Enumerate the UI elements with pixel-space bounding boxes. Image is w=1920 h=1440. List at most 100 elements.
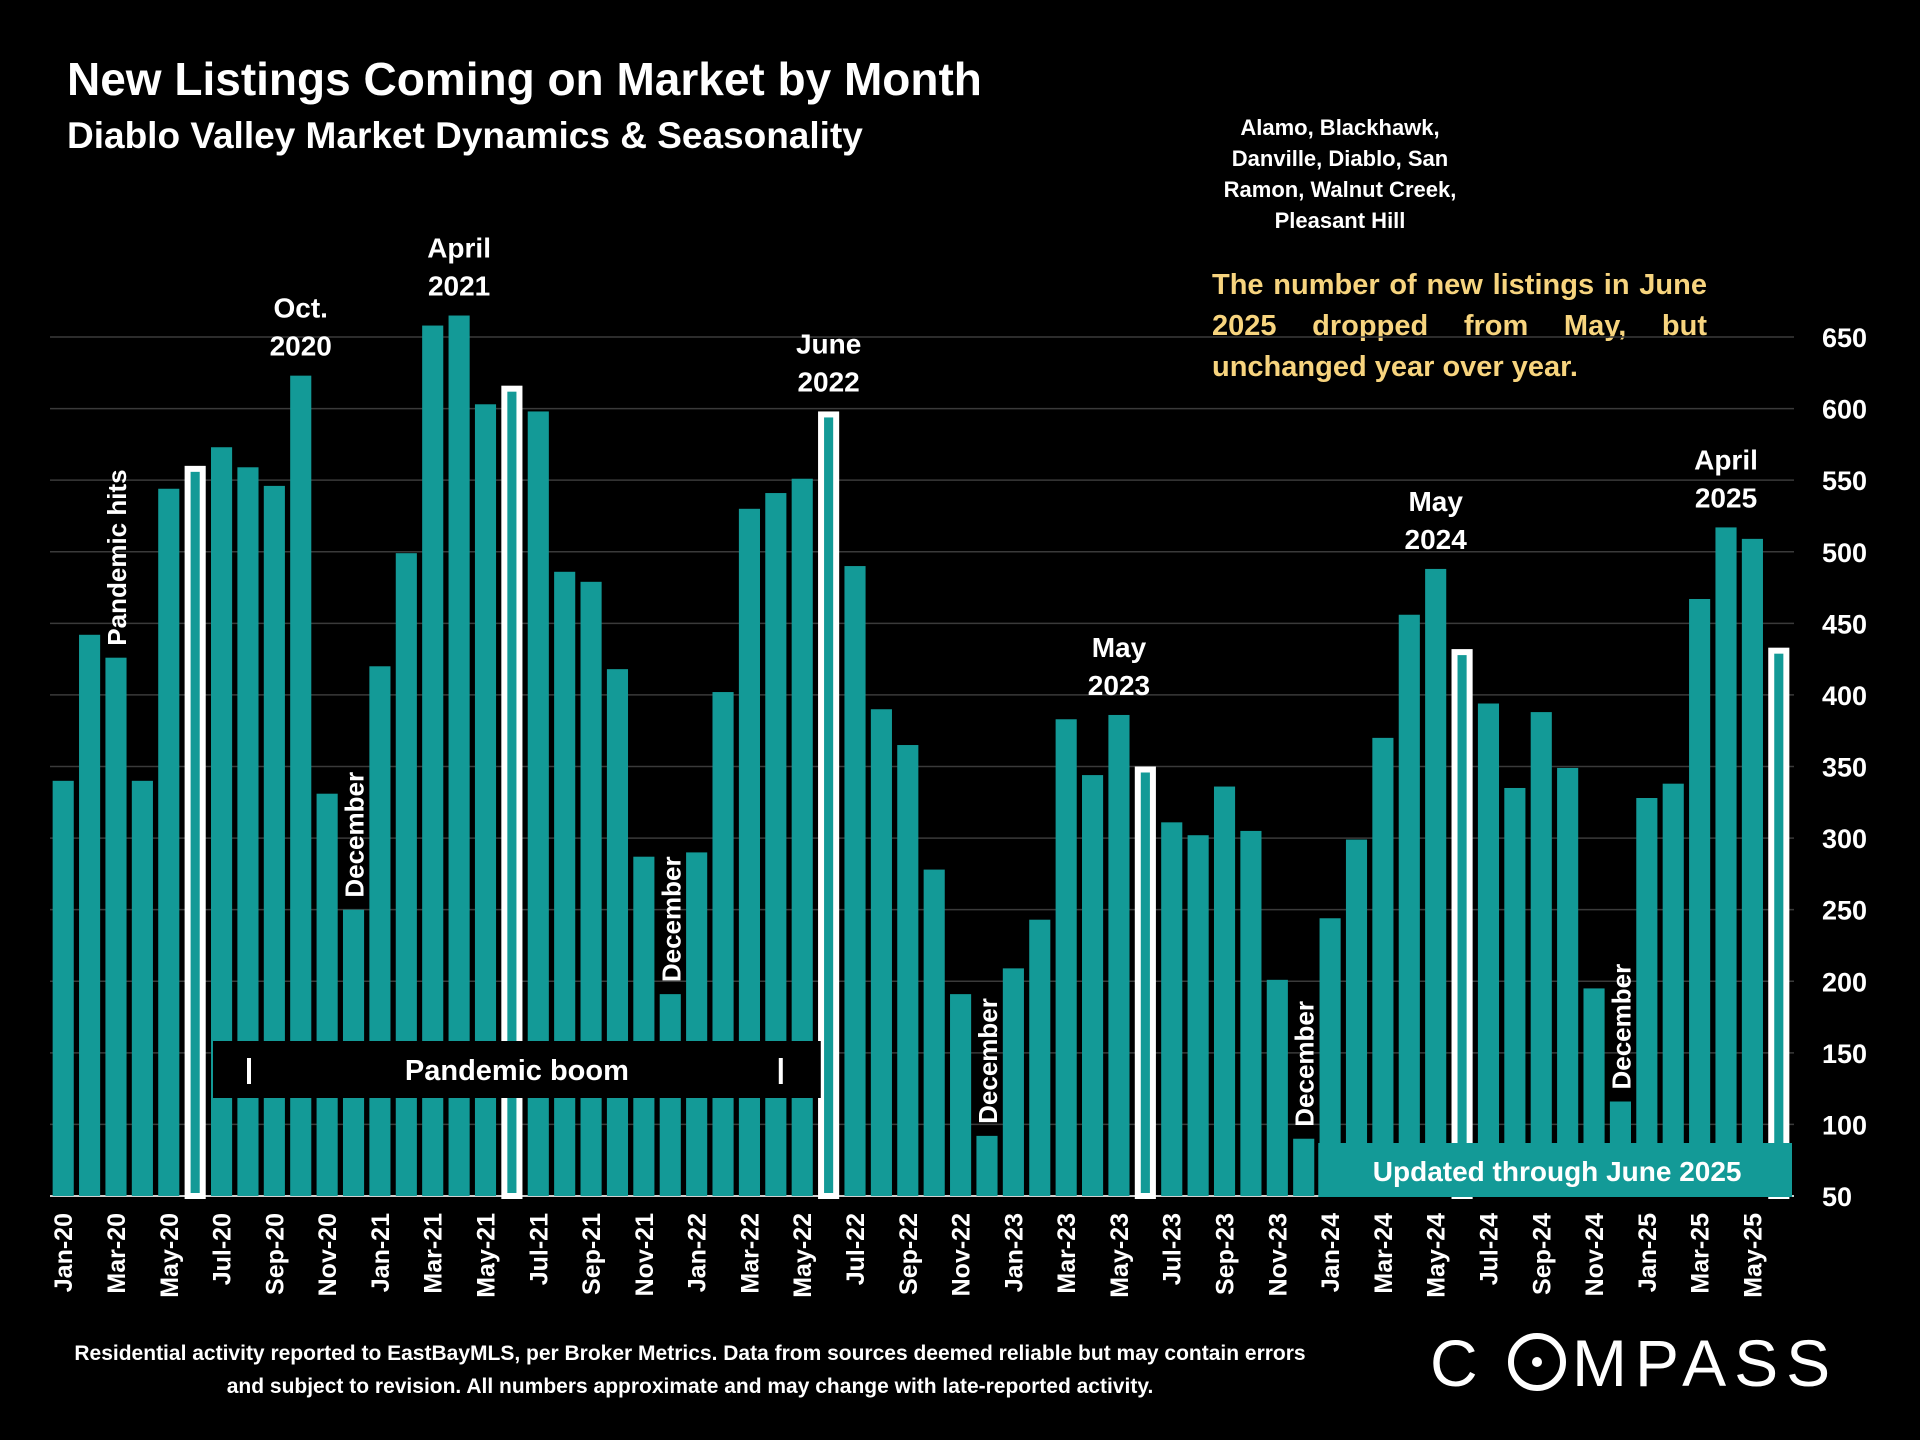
bar-annotation: May — [1092, 632, 1147, 663]
bar — [158, 488, 180, 1196]
y-tick-label: 650 — [1822, 323, 1867, 353]
bar — [1741, 538, 1763, 1196]
bar-highlighted — [818, 411, 840, 1199]
x-tick-label: Mar-20 — [103, 1213, 131, 1294]
y-tick-label: 550 — [1822, 466, 1867, 496]
updated-label: Updated through June 2025 — [1373, 1156, 1742, 1187]
vertical-annotation: December — [1606, 964, 1636, 1090]
vertical-annotation: Pandemic hits — [102, 469, 132, 645]
y-tick-label: 500 — [1822, 538, 1867, 568]
bar — [1108, 714, 1130, 1196]
bar — [1530, 712, 1552, 1196]
bar-annotation: 2022 — [797, 366, 859, 397]
bar — [1504, 787, 1526, 1196]
bar — [1715, 527, 1737, 1196]
bar — [1082, 775, 1104, 1196]
bar — [131, 780, 153, 1196]
bar — [844, 566, 866, 1196]
bar — [1213, 786, 1236, 1196]
y-axis-labels: 50 100 150 200 250 300 350 400 450 500 550 600 650 — [1822, 323, 1867, 1212]
bar — [1266, 979, 1288, 1196]
bar — [316, 793, 338, 1196]
x-tick-label: Nov-20 — [314, 1213, 342, 1296]
x-tick-label: Sep-23 — [1212, 1213, 1240, 1295]
x-tick-label: Sep-20 — [261, 1213, 289, 1295]
x-tick-label: Mar-23 — [1053, 1213, 1081, 1294]
bar-annotation: 2023 — [1088, 670, 1150, 701]
x-tick-label: Mar-22 — [736, 1213, 764, 1294]
bar — [976, 1135, 998, 1196]
x-tick-label: Nov-23 — [1264, 1213, 1292, 1296]
bar — [527, 411, 549, 1196]
bar — [606, 669, 629, 1196]
bar — [1398, 614, 1420, 1196]
bar — [1372, 737, 1394, 1196]
bar — [686, 852, 708, 1196]
bar-annotation: 2025 — [1695, 482, 1757, 513]
x-tick-label: Jul-22 — [842, 1213, 870, 1285]
y-tick-label: 600 — [1822, 395, 1867, 425]
y-tick-label: 300 — [1822, 824, 1867, 854]
x-tick-label: Sep-21 — [578, 1213, 606, 1295]
bar-highlighted — [1451, 649, 1473, 1199]
x-tick-label: Jan-21 — [367, 1213, 395, 1292]
x-tick-label: Jan-25 — [1634, 1213, 1662, 1292]
x-tick-label: Mar-21 — [420, 1213, 448, 1294]
bar — [738, 508, 760, 1196]
bar — [1161, 822, 1183, 1196]
x-tick-label: May-20 — [156, 1213, 184, 1298]
y-tick-label: 350 — [1822, 753, 1867, 783]
bar-annotation: May — [1408, 486, 1463, 517]
bar — [1293, 1138, 1315, 1196]
y-tick-label: 450 — [1822, 609, 1867, 639]
bar-annotation: April — [1694, 444, 1758, 475]
x-tick-label: Jan-24 — [1317, 1213, 1345, 1292]
bar — [1425, 568, 1447, 1196]
bar-annotation: Oct. — [274, 293, 328, 324]
bar — [263, 485, 285, 1197]
y-tick-label: 150 — [1822, 1039, 1867, 1069]
bar — [580, 581, 602, 1196]
bar — [1055, 719, 1077, 1196]
bar — [211, 447, 233, 1196]
chart-title: New Listings Coming on Market by Month — [67, 53, 982, 105]
x-tick-label: Jan-20 — [50, 1213, 78, 1292]
vertical-annotation: December — [1290, 1001, 1320, 1127]
x-axis-labels: Jan-20 Mar-20 May-20 Jul-20 Sep-20 Nov-20 Jan-… — [50, 1213, 1767, 1298]
bar — [474, 404, 497, 1196]
bar — [791, 478, 813, 1196]
y-tick-label: 200 — [1822, 967, 1867, 997]
bar — [1557, 767, 1579, 1196]
bar-highlighted — [501, 385, 523, 1199]
svg-text:MPASS: MPASS — [1572, 1326, 1838, 1400]
bar — [897, 745, 919, 1196]
x-tick-label: May-23 — [1106, 1213, 1134, 1298]
bar-annotation: 2020 — [270, 331, 332, 362]
x-tick-label: May-21 — [473, 1213, 501, 1298]
bar — [1187, 835, 1209, 1196]
bar-annotation: 2024 — [1405, 524, 1468, 555]
pandemic-boom-label: Pandemic boom — [405, 1055, 629, 1087]
updated-box — [1318, 1143, 1792, 1197]
x-tick-label: Nov-22 — [948, 1213, 976, 1296]
x-tick-label: Nov-21 — [631, 1213, 659, 1296]
bar — [395, 553, 417, 1196]
x-tick-label: Mar-24 — [1370, 1213, 1398, 1294]
bar — [712, 692, 734, 1196]
x-tick-label: Mar-25 — [1687, 1213, 1715, 1294]
x-tick-label: Jan-23 — [1000, 1213, 1028, 1292]
bar — [923, 869, 945, 1196]
x-tick-label: Jul-21 — [525, 1213, 553, 1285]
bar — [448, 315, 470, 1196]
y-tick-label: 250 — [1822, 896, 1867, 926]
bar — [870, 709, 892, 1196]
x-tick-label: May-22 — [789, 1213, 817, 1298]
x-tick-label: Nov-24 — [1581, 1213, 1609, 1296]
x-tick-label: Sep-24 — [1528, 1213, 1556, 1295]
x-tick-label: Jul-20 — [209, 1213, 237, 1285]
bar — [237, 467, 259, 1196]
bar — [1319, 918, 1341, 1196]
x-tick-label: Jul-23 — [1159, 1213, 1187, 1285]
bar — [1240, 830, 1262, 1196]
